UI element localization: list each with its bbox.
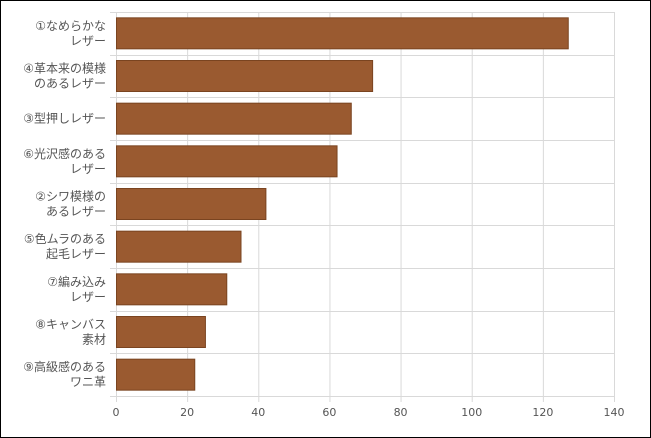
category-label: ⑦編み込みレザー (47, 274, 106, 304)
category-label: ②シワ模様のあるレザー (35, 190, 106, 219)
category-label-line: ②シワ模様の (35, 190, 106, 204)
category-label-line: レザー (70, 162, 106, 176)
x-axis-tick-labels: 0 20 40 60 80 100 120 140 (113, 406, 625, 419)
category-label: ⑨高級感のあるワニ革 (23, 359, 106, 389)
category-label: ③型押しレザー (23, 112, 106, 126)
x-tick-label: 40 (251, 406, 265, 419)
category-label-line: レザー (70, 290, 106, 304)
category-label-line: ⑥光沢感のある (23, 146, 106, 161)
category-labels: ①なめらかなレザー④革本来の模様のあるレザー③型押しレザー⑥光沢感のあるレザー②… (23, 19, 106, 389)
x-tick-label: 100 (461, 406, 482, 419)
category-label-line: のあるレザー (34, 77, 106, 91)
category-label: ⑥光沢感のあるレザー (23, 146, 106, 176)
bar (116, 316, 206, 348)
category-label: ①なめらかなレザー (35, 19, 106, 48)
bar (116, 102, 352, 135)
bar (116, 358, 196, 391)
category-label-line: ⑧キャンバス (35, 318, 106, 332)
bar (116, 188, 267, 220)
category-label-line: 素材 (82, 333, 106, 347)
category-label-line: 起毛レザー (46, 247, 106, 261)
x-tick-label: 120 (532, 406, 553, 419)
bar (116, 17, 569, 50)
bars (116, 17, 569, 391)
category-label-line: ①なめらかな (35, 19, 106, 33)
bar (116, 60, 374, 92)
x-tick-label: 0 (113, 406, 120, 419)
category-label-line: ⑤色ムラのある (24, 232, 106, 246)
bar (116, 145, 338, 178)
bar (116, 273, 228, 306)
category-label: ⑧キャンバス素材 (35, 318, 106, 347)
x-tick-label: 20 (180, 406, 194, 419)
category-label-line: ③型押しレザー (23, 112, 106, 126)
category-label: ⑤色ムラのある起毛レザー (24, 232, 106, 261)
category-label: ④革本来の模様のあるレザー (23, 62, 106, 91)
category-label-line: ④革本来の模様 (23, 62, 106, 76)
x-tick-label: 80 (394, 406, 408, 419)
x-tick-label: 140 (604, 406, 625, 419)
category-label-line: あるレザー (46, 205, 106, 219)
category-label-line: ⑦編み込み (47, 274, 106, 289)
category-label-line: レザー (70, 34, 106, 48)
bar (116, 230, 242, 263)
category-label-line: ワニ革 (70, 375, 106, 389)
category-label-line: ⑨高級感のある (23, 359, 106, 374)
x-tick-label: 60 (322, 406, 336, 419)
